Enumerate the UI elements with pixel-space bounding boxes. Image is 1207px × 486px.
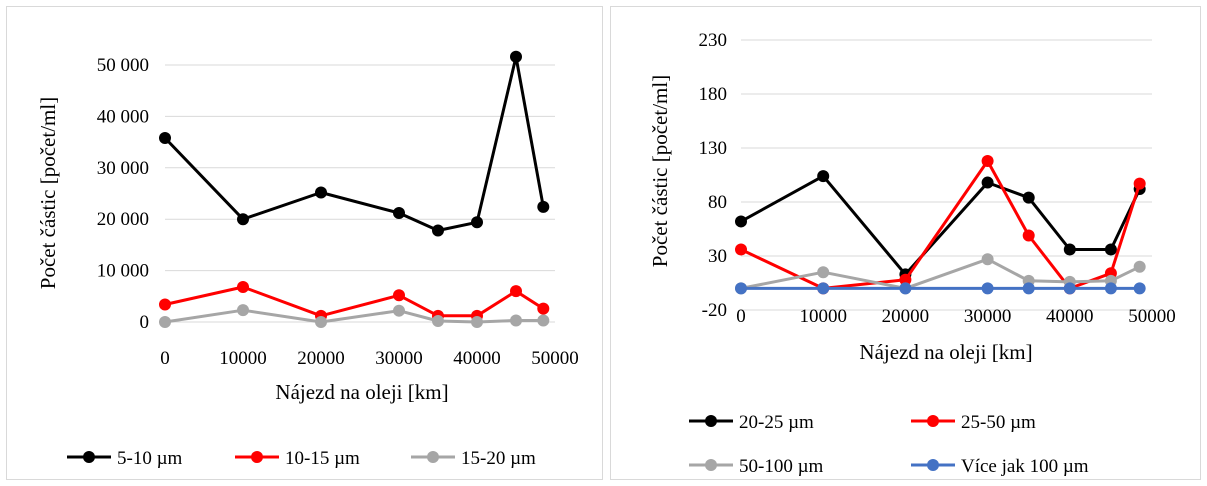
- data-point-10-15-m: [159, 298, 171, 311]
- data-point-50-100-m: [1133, 260, 1146, 273]
- data-point-50-100-m: [981, 253, 994, 266]
- data-point-50-100-m: [817, 266, 830, 279]
- data-point-v-ce-jak-100-m: [1022, 282, 1035, 295]
- y-axis-title: Počet částic [počet/ml]: [648, 75, 672, 267]
- x-tick-label: 20000: [297, 348, 345, 369]
- y-tick-label: 20 000: [97, 209, 149, 230]
- legend-marker-50-100-m: [705, 459, 717, 471]
- data-point-v-ce-jak-100-m: [817, 282, 830, 295]
- data-point-20-25-m: [981, 176, 994, 189]
- x-tick-label: 0: [736, 306, 746, 327]
- legend-marker-5-10-m: [83, 451, 95, 463]
- y-tick-label: 230: [699, 30, 728, 51]
- data-point-5-10-m: [510, 50, 522, 63]
- data-point-20-25-m: [1063, 243, 1076, 256]
- x-axis-title: Nájezd na oleji [km]: [275, 380, 448, 404]
- legend-label-50-100-m: 50-100 µm: [739, 456, 824, 477]
- legend-label-25-50-m: 25-50 µm: [961, 412, 1036, 433]
- y-tick-label: 0: [140, 312, 150, 333]
- data-point-15-20-m: [537, 314, 550, 327]
- data-point-5-10-m: [237, 213, 249, 226]
- data-point-v-ce-jak-100-m: [899, 282, 912, 295]
- data-point-v-ce-jak-100-m: [1063, 282, 1076, 295]
- legend-marker-15-20-m: [427, 451, 439, 463]
- data-point-20-25-m: [1022, 191, 1035, 204]
- x-tick-label: 50000: [1128, 306, 1176, 327]
- data-point-15-20-m: [315, 316, 327, 328]
- y-axis-title: Počet částic [počet/ml]: [36, 97, 60, 289]
- x-tick-label: 10000: [799, 306, 847, 327]
- x-tick-label: 50000: [531, 348, 579, 369]
- legend-marker-v-ce-jak-100-m: [927, 459, 939, 471]
- data-point-5-10-m: [159, 131, 171, 144]
- series-line-25-50-m: [740, 159, 1142, 290]
- data-point-25-50-m: [981, 154, 994, 167]
- data-point-15-20-m: [471, 316, 483, 328]
- data-point-20-25-m: [735, 215, 747, 228]
- data-point-10-15-m: [510, 285, 522, 298]
- series-line-50-100-m: [740, 257, 1141, 290]
- x-tick-label: 40000: [1046, 306, 1094, 327]
- data-point-5-10-m: [315, 186, 327, 199]
- legend-marker-20-25-m: [705, 415, 717, 427]
- y-tick-label: 40 000: [97, 106, 149, 127]
- legend-label-15-20-m: 15-20 µm: [461, 448, 536, 469]
- x-tick-label: 20000: [882, 306, 930, 327]
- series-line-20-25-m: [740, 174, 1142, 276]
- data-point-25-50-m: [1022, 229, 1035, 242]
- data-point-10-15-m: [393, 289, 405, 302]
- data-point-v-ce-jak-100-m: [1133, 282, 1146, 295]
- y-tick-label: -20: [702, 300, 727, 321]
- y-tick-label: 80: [708, 192, 727, 213]
- y-tick-label: 180: [699, 84, 728, 105]
- legend-label-10-15-m: 10-15 µm: [285, 448, 360, 469]
- x-tick-label: 10000: [219, 348, 267, 369]
- y-tick-label: 10 000: [97, 261, 149, 282]
- y-tick-label: 30 000: [97, 158, 149, 179]
- x-tick-label: 40000: [453, 348, 501, 369]
- data-point-25-50-m: [735, 243, 747, 256]
- legend-label-v-ce-jak-100-m: Více jak 100 µm: [961, 456, 1089, 477]
- data-point-20-25-m: [817, 170, 830, 183]
- data-point-5-10-m: [393, 207, 405, 220]
- data-point-25-50-m: [899, 273, 912, 286]
- data-point-5-10-m: [537, 200, 550, 213]
- x-tick-label: 0: [160, 348, 170, 369]
- data-point-10-15-m: [237, 281, 249, 294]
- data-point-5-10-m: [432, 224, 444, 237]
- x-axis-title: Nájezd na oleji [km]: [859, 340, 1032, 364]
- x-tick-label: 30000: [964, 306, 1012, 327]
- data-point-15-20-m: [237, 304, 249, 317]
- data-point-10-15-m: [537, 302, 550, 315]
- y-tick-label: 130: [699, 138, 728, 159]
- data-point-v-ce-jak-100-m: [735, 282, 747, 295]
- data-point-25-50-m: [1133, 177, 1146, 190]
- data-point-15-20-m: [393, 304, 405, 317]
- data-point-15-20-m: [432, 314, 444, 327]
- series-line-15-20-m: [164, 308, 544, 324]
- x-tick-label: 30000: [375, 348, 423, 369]
- data-point-v-ce-jak-100-m: [981, 282, 994, 295]
- chart-panel-particles-large: -20 30 80 130 180 230 0 10000 20000 30000 40000 500…: [610, 6, 1201, 480]
- data-point-15-20-m: [510, 314, 522, 327]
- y-tick-label: 50 000: [97, 55, 149, 76]
- series-line-10-15-m: [164, 285, 545, 318]
- chart-panel-particles-small: 0 10 000 20 000 30 000 40 000 50 000 0 10000 200…: [6, 6, 603, 480]
- series-line-5-10-m: [163, 55, 545, 232]
- data-point-20-25-m: [1104, 243, 1117, 256]
- legend-label-20-25-m: 20-25 µm: [739, 412, 814, 433]
- legend-marker-10-15-m: [251, 451, 263, 463]
- y-tick-label: 30: [708, 246, 727, 267]
- data-point-5-10-m: [471, 216, 483, 229]
- legend-label-5-10-m: 5-10 µm: [117, 448, 183, 469]
- legend-marker-25-50-m: [927, 415, 939, 427]
- line-chart-small-particles: 0 10 000 20 000 30 000 40 000 50 000 0 10000 200…: [36, 50, 579, 469]
- data-point-15-20-m: [159, 316, 171, 328]
- line-chart-large-particles: -20 30 80 130 180 230 0 10000 20000 30000 40000 500…: [648, 30, 1176, 477]
- data-point-v-ce-jak-100-m: [1104, 282, 1117, 295]
